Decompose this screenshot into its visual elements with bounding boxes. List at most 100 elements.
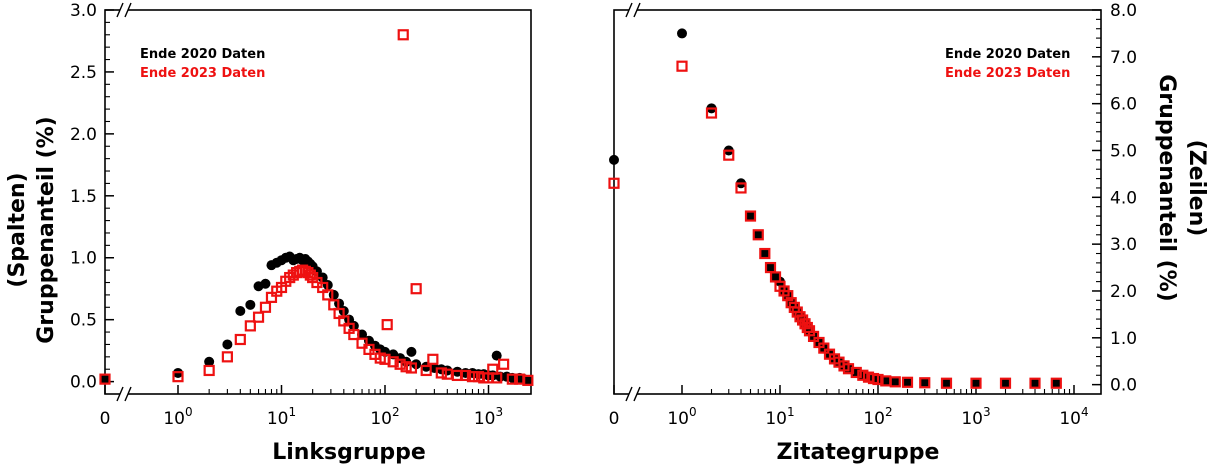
- left-plot-frame: [104, 9, 532, 395]
- right-legend-2023: Ende 2023 Daten: [945, 66, 1070, 81]
- right-point-2020: [677, 28, 687, 39]
- left-y-tick-label: 2.5: [70, 63, 97, 83]
- right-point-2020: [765, 262, 776, 273]
- right-point-2020: [941, 378, 952, 389]
- right-y-tick-label: 2.0: [1110, 282, 1137, 302]
- left-point-2023: [466, 371, 479, 383]
- right-axis-break-mark: [625, 2, 633, 18]
- right-point-2023: [752, 229, 764, 241]
- right-point-2023: [1029, 377, 1041, 389]
- right-point-2020: [902, 377, 913, 388]
- left-point-2023: [459, 369, 472, 382]
- right-legend-2020: Ende 2020 Daten: [945, 47, 1070, 62]
- left-point-2023: [410, 283, 422, 295]
- right-point-2023: [940, 377, 953, 389]
- right-point-2020: [890, 376, 901, 387]
- right-axis-ticks: [613, 2, 1101, 402]
- right-point-2023: [970, 377, 982, 389]
- left-y-tick-label: 0.5: [70, 311, 97, 331]
- left-point-2020: [235, 306, 246, 317]
- left-axis-break-mark: [116, 386, 124, 402]
- right-x-tick-label: 103: [961, 405, 990, 429]
- left-x-tick-exponent: 1: [289, 405, 297, 419]
- right-point-2023: [735, 182, 747, 194]
- left-y-tick-label: 1.0: [70, 249, 97, 269]
- left-point-2023: [221, 351, 233, 363]
- right-point-2020: [759, 248, 770, 259]
- left-x-tick-label: 101: [267, 405, 296, 429]
- left-point-2023: [405, 362, 418, 374]
- right-x-tick-label: 101: [765, 405, 794, 429]
- left-x-tick-label: 103: [474, 405, 503, 429]
- right-point-2020: [1030, 378, 1041, 389]
- left-x-tick-exponent: 2: [392, 405, 400, 419]
- left-point-2023: [506, 373, 518, 385]
- left-point-2023: [348, 328, 360, 341]
- right-x-axis-title: Zitategruppe: [777, 440, 940, 465]
- right-point-2023: [850, 366, 862, 379]
- right-point-2020: [745, 211, 756, 222]
- left-axis-break-gap: [120, 391, 128, 397]
- left-point-2020: [317, 272, 328, 283]
- left-point-2023: [491, 372, 503, 384]
- left-point-2023: [427, 353, 439, 365]
- left-point-2023: [259, 301, 272, 313]
- right-point-2023: [705, 107, 718, 119]
- right-y-tick-label: 4.0: [1110, 188, 1137, 208]
- right-y-tick-label: 3.0: [1110, 235, 1137, 255]
- left-point-2023: [435, 367, 447, 379]
- right-point-2023: [889, 376, 901, 388]
- left-point-2023: [322, 289, 334, 301]
- right-point-2023: [744, 210, 757, 222]
- left-point-2023: [244, 320, 256, 332]
- left-axis-break-mark: [116, 2, 124, 18]
- right-plot-frame: [613, 9, 1102, 395]
- left-x-tick-label: 102: [370, 405, 399, 429]
- left-point-2020: [522, 375, 533, 386]
- right-x-tick-exponent: 2: [885, 405, 893, 419]
- left-point-2023: [99, 373, 111, 385]
- right-axis-break-mark: [633, 2, 641, 18]
- left-point-2020: [491, 350, 502, 361]
- right-y-tick-label: 0.0: [1110, 376, 1137, 396]
- left-axis-ticks: [104, 2, 490, 402]
- left-axis-break-mark: [124, 2, 132, 18]
- right-point-2023: [919, 377, 931, 389]
- right-axis-break-mark: [633, 386, 641, 402]
- right-x-tick-exponent: 4: [1081, 405, 1089, 419]
- right-x-tick-label: 104: [1059, 405, 1088, 429]
- right-point-2023: [759, 247, 771, 260]
- left-point-2023: [234, 333, 246, 346]
- right-y-tick-label: 5.0: [1110, 141, 1137, 161]
- left-tick-labels: 0.00.51.01.52.02.53.00 100 101 102 103: [70, 1, 503, 429]
- left-point-2023: [522, 374, 534, 386]
- left-point-2023: [252, 311, 265, 323]
- right-point-2023: [872, 373, 884, 386]
- right-axis-break-gap: [629, 7, 637, 13]
- right-point-2020: [1000, 378, 1011, 389]
- left-y-tick-label: 0.0: [70, 373, 97, 393]
- right-point-2023: [857, 369, 869, 381]
- left-y-tick-label: 2.0: [70, 125, 97, 145]
- left-y-axis-title-line1: (Spalten): [5, 172, 30, 287]
- left-point-2020: [100, 374, 110, 385]
- left-point-2023: [356, 337, 368, 349]
- left-x-tick-exponent: 3: [496, 405, 504, 419]
- left-axis-break-mark: [124, 386, 132, 402]
- right-point-2020: [919, 377, 930, 388]
- right-y-axis-title-line2: Gruppenanteil (%): [1154, 74, 1179, 302]
- left-panel: 0.00.51.01.52.02.53.00 100 101 102 103 Ende …: [5, 1, 534, 465]
- right-point-2023: [901, 376, 914, 388]
- right-y-tick-label: 7.0: [1110, 48, 1137, 68]
- left-y-tick-label: 3.0: [70, 1, 97, 21]
- left-legend-2020: Ende 2020 Daten: [140, 47, 265, 62]
- left-point-2023: [387, 356, 399, 368]
- right-data-points: [608, 28, 1062, 389]
- left-point-2023: [304, 269, 316, 281]
- left-point-2023: [172, 371, 184, 383]
- right-x-tick-label: 102: [863, 405, 892, 429]
- left-x-tick-label: 100: [163, 405, 192, 429]
- right-point-2020: [1051, 378, 1062, 389]
- left-point-2020: [260, 278, 271, 289]
